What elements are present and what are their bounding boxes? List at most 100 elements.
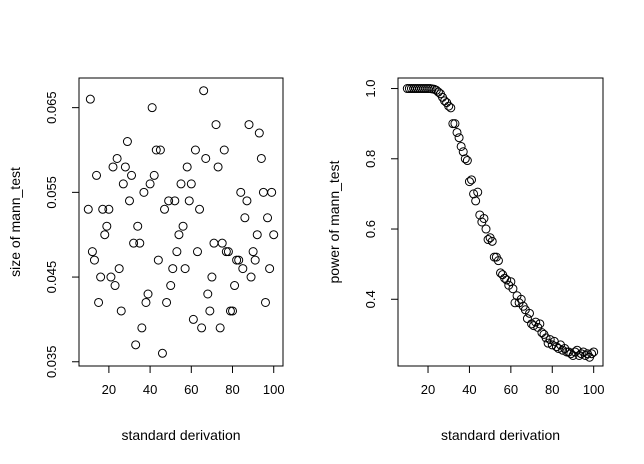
- data-point: [487, 236, 497, 246]
- data-point: [576, 349, 586, 359]
- y-tick-label: 0.4: [363, 290, 378, 308]
- data-point: [118, 179, 128, 189]
- data-point: [178, 221, 188, 231]
- data-point: [219, 145, 229, 155]
- data-point: [221, 247, 231, 257]
- data-point: [203, 289, 213, 299]
- data-point: [545, 335, 555, 345]
- data-point: [252, 230, 262, 240]
- x-tick-label: 40: [143, 382, 157, 397]
- plot-frame: [78, 77, 284, 367]
- data-point: [180, 264, 190, 274]
- data-point: [471, 196, 481, 206]
- data-point: [164, 196, 174, 206]
- data-point: [201, 153, 211, 163]
- data-point: [481, 224, 491, 234]
- data-point: [197, 323, 207, 333]
- data-point: [248, 247, 258, 257]
- data-point: [153, 255, 163, 265]
- data-point: [102, 221, 112, 231]
- data-point: [240, 213, 250, 223]
- data-point: [236, 187, 246, 197]
- data-point: [580, 350, 590, 360]
- data-point: [162, 297, 172, 307]
- x-axis-title: standard derivation: [441, 427, 560, 443]
- data-point: [256, 153, 266, 163]
- data-point: [458, 147, 468, 157]
- data-point: [446, 103, 456, 113]
- data-point: [147, 103, 157, 113]
- data-point: [139, 187, 149, 197]
- data-point: [531, 317, 541, 327]
- data-point: [172, 247, 182, 257]
- power-panel: 20 40 60 80 100 0.4 0.6 0.8 1.0 standard derivati…: [326, 77, 605, 443]
- data-point: [157, 348, 167, 358]
- data-point: [145, 179, 155, 189]
- data-point: [258, 187, 268, 197]
- x-tick-label: 100: [263, 382, 285, 397]
- data-point: [151, 145, 161, 155]
- x-tick-label: 80: [545, 382, 559, 397]
- data-point: [176, 179, 186, 189]
- data-point: [587, 349, 597, 359]
- data-point: [462, 156, 472, 166]
- data-point: [246, 272, 256, 282]
- data-point: [589, 347, 599, 357]
- data-point: [160, 204, 170, 214]
- data-point: [108, 162, 118, 172]
- data-point: [469, 189, 479, 199]
- x-tick-label: 20: [421, 382, 435, 397]
- data-point: [192, 247, 202, 257]
- size-panel: 20 40 60 80 100 0.035 0.045 0.055 0.065 standard …: [7, 77, 285, 443]
- y-tick-label: 0.6: [363, 220, 378, 238]
- data-point: [464, 177, 474, 187]
- data-point: [122, 137, 132, 147]
- data-point: [254, 128, 264, 138]
- y-axis-title: power of mann_test: [326, 160, 342, 283]
- data-point: [184, 196, 194, 206]
- data-point: [217, 238, 227, 248]
- data-point: [114, 264, 124, 274]
- data-point: [120, 162, 130, 172]
- data-point: [207, 272, 217, 282]
- data-point: [454, 133, 464, 143]
- data-point: [87, 247, 97, 257]
- data-point: [116, 306, 126, 316]
- data-point: [129, 238, 139, 248]
- data-point: [558, 345, 568, 355]
- data-point: [209, 238, 219, 248]
- x-tick-label: 100: [583, 382, 605, 397]
- data-point: [137, 323, 147, 333]
- data-point: [96, 272, 106, 282]
- data-point: [85, 94, 95, 104]
- x-tick-label: 80: [225, 382, 239, 397]
- data-point: [170, 196, 180, 206]
- y-tick-label: 0.8: [363, 150, 378, 168]
- data-point: [127, 170, 137, 180]
- data-point: [238, 264, 248, 274]
- data-point: [89, 255, 99, 265]
- data-point: [92, 170, 102, 180]
- data-point: [141, 297, 151, 307]
- data-point: [496, 268, 505, 278]
- data-point: [479, 213, 489, 223]
- data-point: [250, 255, 260, 265]
- data-point: [450, 119, 460, 129]
- y-tick-label: 0.055: [44, 176, 59, 209]
- data-point: [124, 196, 134, 206]
- data-point: [524, 308, 534, 318]
- data-point: [223, 247, 233, 257]
- data-point: [267, 187, 277, 197]
- data-point: [182, 162, 192, 172]
- plot-frame: [397, 77, 604, 367]
- data-point: [149, 170, 159, 180]
- data-point: [234, 255, 244, 265]
- data-point: [195, 204, 205, 214]
- data-point: [535, 319, 545, 329]
- x-axis-title: standard derivation: [121, 427, 240, 443]
- data-point: [211, 120, 221, 130]
- data-point: [186, 179, 196, 189]
- data-point: [230, 281, 240, 291]
- data-point: [225, 306, 235, 316]
